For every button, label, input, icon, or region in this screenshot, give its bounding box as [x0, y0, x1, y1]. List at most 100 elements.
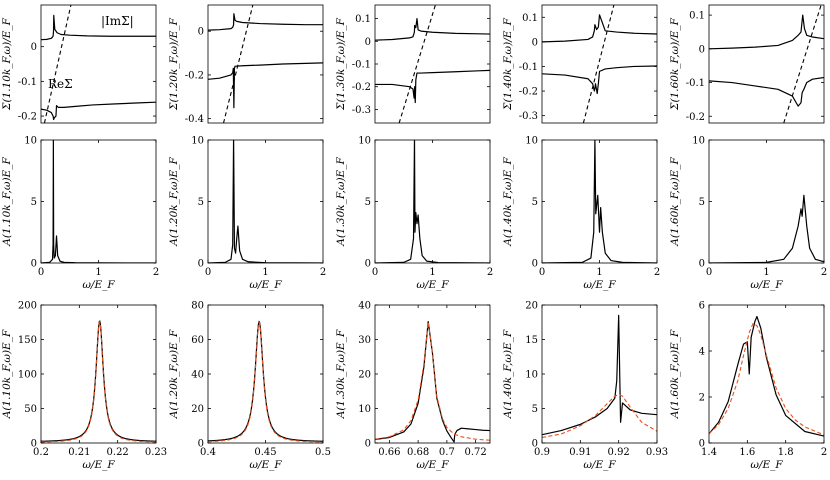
ytick-label: -0.3 [519, 111, 538, 122]
series-r1c1-2 [43, 5, 72, 123]
ytick-label: -0.2 [185, 70, 204, 81]
ytick-label: 10 [358, 404, 371, 415]
panel-r2c1: 0 5 10 0 1 2 ω/E_F A(1.10k_F,ω)E_F [1, 136, 159, 292]
panel-r3c3: 0 10 20 30 40 0.66 0.68 0.7 0.72 ω/E_F A(1.30k_F,ω… [335, 301, 491, 471]
ytick-label: -0.3 [352, 105, 371, 116]
series-r3c5-1 [709, 322, 824, 436]
ytick-label: 0.1 [355, 14, 371, 25]
axes-frame-r2c4 [541, 139, 658, 264]
ytick-label: 5 [532, 404, 538, 415]
xtick-label: 0.92 [608, 447, 630, 458]
axes-frame-r3c5 [708, 304, 825, 444]
series-r3c1-0 [41, 320, 156, 442]
axes-frame-r2c2 [207, 139, 324, 264]
series-r1c2-0 [208, 13, 323, 31]
ytick-label: 5 [365, 197, 371, 208]
panel-r1c2: 0 -0.2 -0.4 Σ(1.20k_F,ω)/E_F [168, 4, 324, 125]
xtick-label: 1 [262, 267, 268, 278]
xtick-label: 2 [153, 267, 159, 278]
ytick-label: -0.2 [18, 112, 37, 123]
series-r3c3-0 [375, 320, 490, 443]
ytick-label: 0.1 [522, 13, 538, 24]
panel-r1c5: 0.1 0 -0.1 -0.2 Σ(1.60k_F,ω)/E_F [669, 4, 825, 124]
ytick-label: 10 [24, 136, 37, 147]
ytick-label: 0 [31, 42, 37, 53]
ytick-label: 20 [358, 370, 371, 381]
ytick-label: 0 [365, 37, 371, 48]
ytick-label: 4 [699, 347, 705, 358]
xtick-label: 0.91 [569, 447, 591, 458]
xtick-label: 0 [539, 267, 545, 278]
xtick-label: 0.66 [378, 447, 400, 458]
ytick-label: 200 [18, 301, 37, 312]
x-axis-label: ω/E_F [416, 279, 449, 291]
ytick-label: 2 [699, 393, 705, 404]
series-r2c2-0 [208, 140, 323, 263]
y-axis-label: A(1.30k_F,ω)E_F [335, 329, 347, 419]
xtick-label: 0.2 [33, 447, 49, 458]
ytick-label: 0 [365, 439, 371, 450]
ytick-label: 0 [532, 259, 538, 270]
xtick-label: 0.21 [68, 447, 90, 458]
ytick-label: 10 [525, 136, 538, 147]
ytick-label: 0 [699, 439, 705, 450]
panel-r1c1: 0 -0.1 -0.2 Σ(1.10k_F,ω)/E_F |ImΣ| ReΣ [1, 4, 157, 124]
ytick-label: 15 [525, 335, 538, 346]
series-r1c5-1 [709, 76, 824, 107]
ytick-label: -0.1 [519, 62, 538, 73]
ytick-label: 0 [31, 259, 37, 270]
y-axis-label: A(1.20k_F,ω)E_F [168, 329, 180, 419]
x-axis-label: ω/E_F [249, 459, 282, 471]
series-r1c2-1 [208, 62, 323, 109]
xtick-label: 0 [372, 267, 378, 278]
xtick-label: 2 [821, 267, 827, 278]
ytick-label: 0 [365, 259, 371, 270]
xtick-label: 0.93 [646, 447, 668, 458]
axes-frame-r2c1 [40, 139, 157, 264]
series-r1c3-0 [375, 18, 490, 41]
series-r1c3-1 [375, 69, 490, 104]
axes-frame-r1c4 [541, 4, 658, 124]
xtick-label: 1.6 [739, 447, 755, 458]
xtick-label: 1 [596, 267, 602, 278]
y-axis-label: Σ(1.40k_F,ω)/E_F [502, 17, 514, 111]
y-axis-label: A(1.60k_F,ω)E_F [669, 157, 681, 247]
ytick-label: 100 [18, 370, 37, 381]
y-axis-label: Σ(1.30k_F,ω)/E_F [335, 17, 347, 111]
series-r3c3-1 [375, 321, 490, 441]
panel-r3c2: 0 20 40 60 80 0.4 0.45 0.5 ω/E_F A(1.20k_F,ω)E_F [168, 301, 331, 472]
y-axis-label: Σ(1.60k_F,ω)/E_F [669, 17, 681, 111]
xtick-label: 0.45 [254, 447, 276, 458]
axes-frame-r1c5 [708, 4, 825, 124]
series-r2c1-0 [41, 140, 156, 263]
xtick-label: 2 [487, 267, 493, 278]
xtick-label: 0 [38, 267, 44, 278]
ytick-label: 0 [699, 44, 705, 55]
y-axis-label: A(1.60k_F,ω)E_F [669, 329, 681, 419]
annotation-re-sigma: ReΣ [48, 77, 73, 91]
panel-r1c3: 0.1 0 -0.1 -0.2 -0.3 Σ(1.30k_F,ω)/E_F [335, 4, 491, 124]
xtick-label: 0.72 [464, 447, 486, 458]
ytick-label: 0 [198, 259, 204, 270]
xtick-label: 0.22 [107, 447, 129, 458]
x-axis-label: ω/E_F [583, 459, 616, 471]
xtick-label: 1.4 [701, 447, 717, 458]
ytick-label: 5 [198, 197, 204, 208]
series-r3c2-0 [208, 320, 323, 442]
axes-frame-r1c3 [374, 4, 491, 124]
x-axis-label: ω/E_F [82, 279, 115, 291]
series-r3c4-0 [542, 314, 657, 436]
panel-r2c3: 0 5 10 0 1 2 ω/E_F A(1.30k_F,ω)E_F [335, 136, 493, 292]
axes-frame-r3c4 [541, 304, 658, 444]
series-r3c4-1 [542, 394, 657, 439]
ytick-label: 60 [191, 335, 204, 346]
ytick-label: 10 [191, 136, 204, 147]
series-r2c4-0 [542, 140, 657, 263]
ytick-label: 0 [532, 439, 538, 450]
panel-r1c4: 0.1 0 -0.1 -0.2 -0.3 Σ(1.40k_F,ω)/E_F [502, 4, 658, 124]
xtick-label: 0.4 [200, 447, 216, 458]
y-axis-label: A(1.30k_F,ω)E_F [335, 157, 347, 247]
y-axis-label: A(1.10k_F,ω)E_F [1, 329, 13, 419]
xtick-label: 0 [205, 267, 211, 278]
